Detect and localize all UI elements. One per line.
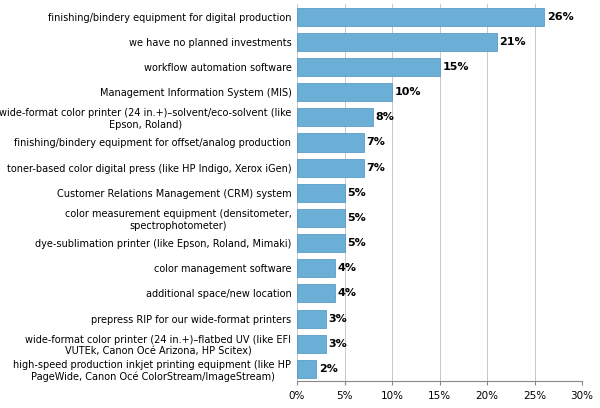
Text: 10%: 10% [395,87,421,97]
Text: 7%: 7% [367,137,385,147]
Text: 4%: 4% [338,263,357,273]
Bar [297,108,373,126]
Bar [297,33,497,51]
Text: 8%: 8% [376,112,395,122]
Bar [297,83,392,101]
Bar [297,335,325,353]
Bar [297,58,439,76]
Bar [297,234,344,252]
Bar [297,310,325,328]
Bar [297,284,335,302]
Bar [297,8,544,26]
Text: 21%: 21% [499,37,526,47]
Text: 2%: 2% [319,364,338,374]
Text: 3%: 3% [328,314,347,324]
Text: 7%: 7% [367,163,385,173]
Text: 5%: 5% [347,238,366,248]
Text: 4%: 4% [338,288,357,298]
Text: 26%: 26% [547,12,574,22]
Text: 15%: 15% [442,62,469,72]
Bar [297,184,344,202]
Text: 5%: 5% [347,188,366,198]
Text: 3%: 3% [328,339,347,349]
Bar [297,360,316,378]
Bar [297,133,364,151]
Bar [297,259,335,277]
Bar [297,209,344,227]
Bar [297,159,364,177]
Text: 5%: 5% [347,213,366,223]
